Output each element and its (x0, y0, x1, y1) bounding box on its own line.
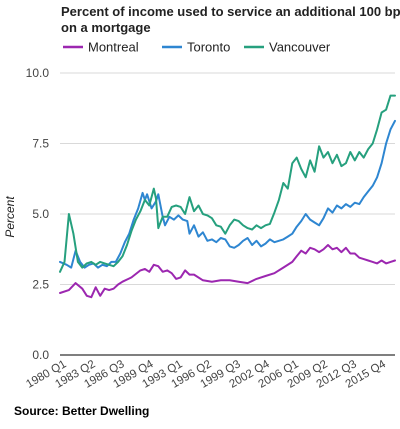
y-axis-ticks: 0.0 2.5 5.0 7.5 10.0 (26, 66, 50, 362)
series-line-vancouver (59, 94, 396, 273)
y-tick-label: 10.0 (26, 66, 50, 80)
legend: Montreal Toronto Vancouver (63, 40, 331, 55)
source-note: Source: Better Dwelling (14, 404, 149, 418)
y-tick-label: 7.5 (32, 137, 49, 151)
y-tick-label: 5.0 (32, 207, 49, 221)
series-line-montreal (59, 244, 396, 299)
series-line-toronto (59, 119, 396, 269)
y-axis-label: Percent (3, 196, 17, 238)
y-tick-label: 2.5 (32, 278, 49, 292)
y-tick-label: 0.0 (32, 348, 49, 362)
chart-title-line-1: Percent of income used to service an add… (61, 4, 400, 19)
series-lines (59, 94, 396, 299)
legend-label-montreal: Montreal (88, 40, 139, 55)
chart-title-line-2: on a mortgage (61, 20, 151, 35)
legend-label-toronto: Toronto (187, 40, 230, 55)
legend-label-vancouver: Vancouver (269, 40, 331, 55)
gridlines (60, 72, 395, 356)
